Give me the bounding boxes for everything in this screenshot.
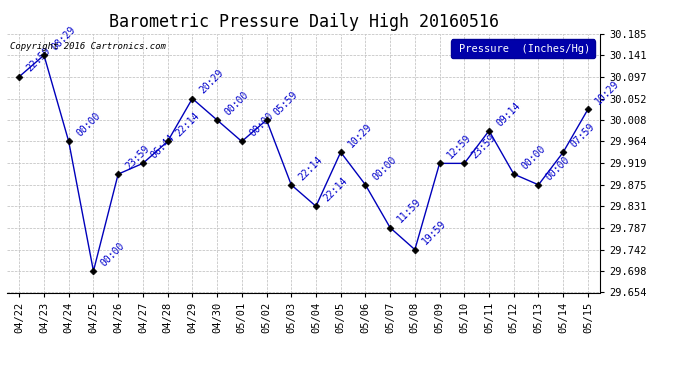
Text: 00:00: 00:00	[371, 154, 399, 182]
Text: 00:00: 00:00	[75, 111, 102, 139]
Text: 08:29: 08:29	[50, 25, 77, 52]
Text: 00:00: 00:00	[99, 240, 127, 268]
Text: 11:59: 11:59	[395, 197, 424, 225]
Text: 10:29: 10:29	[346, 122, 374, 149]
Title: Barometric Pressure Daily High 20160516: Barometric Pressure Daily High 20160516	[108, 13, 499, 31]
Text: 12:59: 12:59	[445, 133, 473, 160]
Text: 22:14: 22:14	[297, 154, 324, 182]
Text: 23:59: 23:59	[124, 144, 152, 171]
Text: 05:59: 05:59	[272, 89, 300, 117]
Text: 22:14: 22:14	[322, 176, 349, 204]
Text: 22:14: 22:14	[173, 111, 201, 139]
Text: 00:00: 00:00	[247, 111, 275, 139]
Text: 09:14: 09:14	[495, 100, 522, 128]
Text: 00:00: 00:00	[544, 154, 572, 182]
Text: 06:44: 06:44	[148, 133, 176, 160]
Text: 19:59: 19:59	[420, 219, 448, 247]
Text: 23:59: 23:59	[470, 133, 497, 160]
Text: 00:00: 00:00	[520, 144, 547, 171]
Text: 22:59: 22:59	[25, 46, 52, 74]
Text: Copyright 2016 Cartronics.com: Copyright 2016 Cartronics.com	[10, 42, 166, 51]
Text: 00:00: 00:00	[223, 89, 250, 117]
Text: 07:59: 07:59	[569, 122, 597, 149]
Text: 10:29: 10:29	[593, 79, 621, 106]
Legend: Pressure  (Inches/Hg): Pressure (Inches/Hg)	[451, 39, 595, 58]
Text: 20:29: 20:29	[198, 68, 226, 96]
